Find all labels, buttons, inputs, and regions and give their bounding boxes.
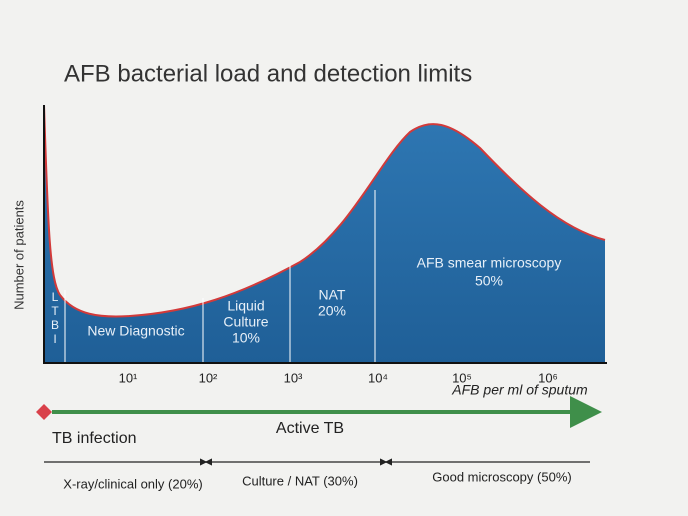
x-tick-label: 10² [199,370,218,385]
x-ticks: 10¹ 10² 10³ 10⁴ 10⁵ 10⁶ [119,370,558,385]
region-label: Culture [223,314,268,330]
infection-marker [36,404,52,420]
region-label: T [51,304,59,318]
phase-label: X-ray/clinical only (20%) [63,476,202,491]
region-label: 50% [475,273,503,289]
x-tick-label: 10¹ [119,370,138,385]
region-label: NAT [319,287,346,303]
region-label: New Diagnostic [87,323,184,339]
x-tick-label: 10⁴ [368,370,388,385]
y-axis-label: Number of patients [11,200,26,310]
region-label: Liquid [227,298,264,314]
region-label: L [52,290,59,304]
region-label: 20% [318,303,346,319]
phase-label: Good microscopy (50%) [432,469,571,484]
dividers [64,190,376,362]
region-label: B [51,318,59,332]
region-label: AFB smear microscopy [417,255,562,271]
x-tick-label: 10⁶ [538,370,558,385]
region-label: 10% [232,330,260,346]
timeline-active: Active TB [276,420,344,437]
region-label: I [53,332,56,346]
x-axis-label: AFB per ml of sputum [451,382,588,398]
phase-label: Culture / NAT (30%) [242,473,358,488]
load-curve [43,104,606,318]
load-area [44,105,605,362]
x-tick-label: 10⁵ [452,370,472,385]
x-tick-label: 10³ [284,370,303,385]
timeline-start: TB infection [52,430,136,447]
title: AFB bacterial load and detection limits [64,60,472,87]
